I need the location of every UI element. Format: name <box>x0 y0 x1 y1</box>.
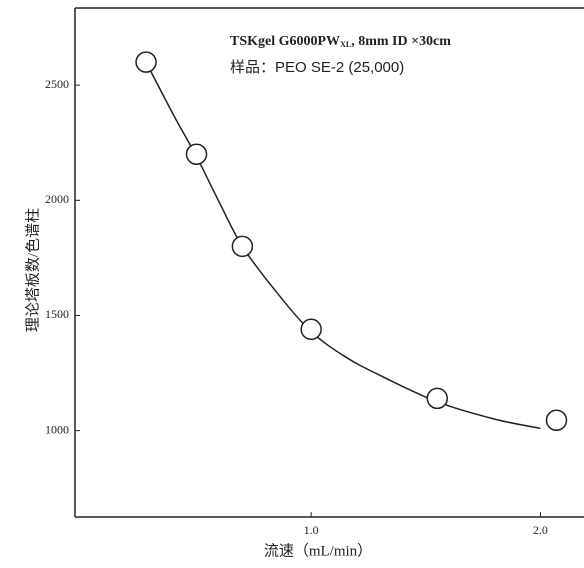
annotation-2: 样品：PEO SE-2 (25,000) <box>230 59 404 76</box>
data-point <box>300 318 322 341</box>
data-point <box>185 143 208 166</box>
x-tick-label: 2.0 <box>533 523 548 537</box>
annotation-main: TSKgel G6000PW <box>230 34 340 49</box>
x-axis-label: 流速（mL/min） <box>264 542 372 559</box>
y-tick-label: 1500 <box>45 307 69 321</box>
x-tick-label: 1.0 <box>304 523 319 537</box>
y-tick-label: 2000 <box>45 192 69 206</box>
y-axis-label: 理论塔板数/色谱柱 <box>23 208 41 332</box>
annotation-rest: , 8mm ID ×30cm <box>351 34 451 49</box>
data-point <box>545 409 568 432</box>
data-point <box>426 387 449 410</box>
data-point <box>135 51 157 73</box>
annotation: TSKgel G6000PWXL, 8mm ID ×30cm <box>230 34 451 49</box>
annotation-sub: XL <box>340 40 351 49</box>
data-point <box>231 235 254 258</box>
y-tick-label: 2500 <box>45 77 69 91</box>
fit-curve <box>145 61 541 430</box>
y-tick-label: 1000 <box>45 422 69 436</box>
